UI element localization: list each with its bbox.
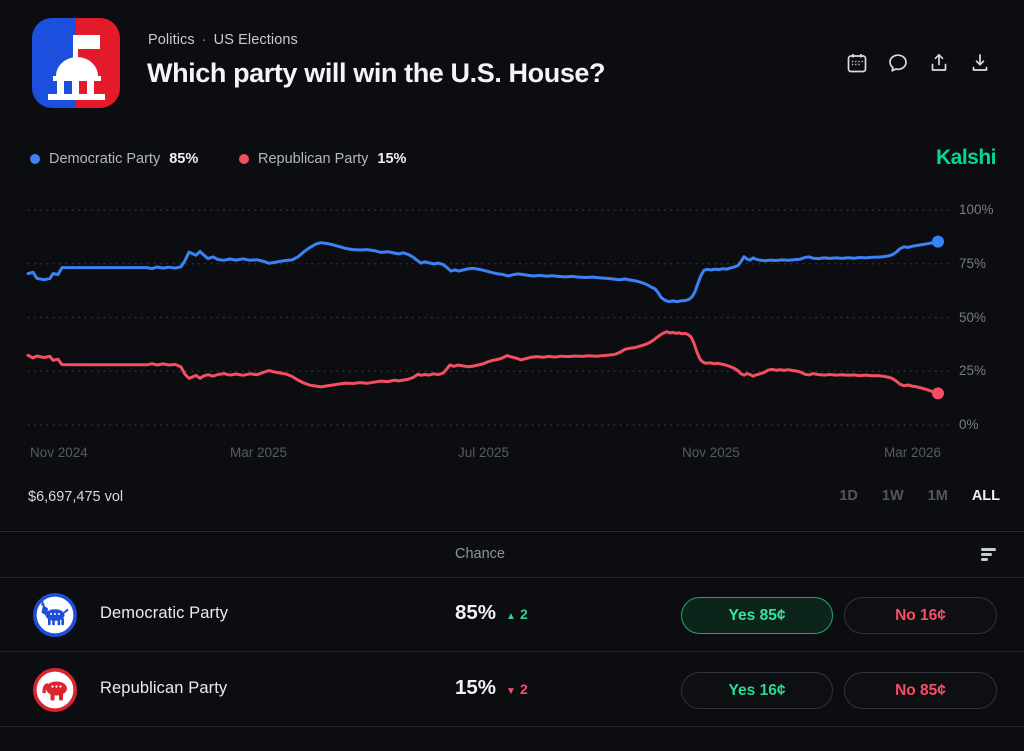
legend-item-republican: Republican Party 15% <box>239 151 406 167</box>
time-range-selector: 1D 1W 1M ALL <box>839 488 1000 504</box>
market-name: Democratic Party <box>100 604 229 622</box>
republican-elephant-icon <box>32 667 78 713</box>
republican-dot-icon <box>239 154 249 164</box>
page-title: Which party will win the U.S. House? <box>147 58 606 88</box>
y-axis-tick: 0% <box>959 417 979 432</box>
legend-item-democratic: Democratic Party 85% <box>30 151 198 167</box>
legend-label: Republican Party <box>258 151 369 167</box>
chance-value: 15% <box>455 676 497 699</box>
chance-delta-up: ▲ 2 <box>506 606 528 622</box>
y-axis-tick: 25% <box>959 363 987 379</box>
market-logo-capitol-icon <box>32 18 120 108</box>
y-axis-tick: 50% <box>959 309 987 325</box>
no-button[interactable]: No 16¢ <box>844 597 997 634</box>
chart-canvas <box>26 209 951 426</box>
market-name: Republican Party <box>100 679 228 697</box>
legend-label: Democratic Party <box>49 151 161 167</box>
range-1w-button[interactable]: 1W <box>881 488 904 504</box>
x-axis-tick: Jul 2025 <box>458 445 510 460</box>
table-row-republican: Republican Party 15% ▼ 2 Yes 16¢ No 85¢ <box>0 653 1024 727</box>
yes-button[interactable]: Yes 85¢ <box>681 597 833 634</box>
triangle-down-icon: ▼ <box>506 686 516 697</box>
delta-value: 2 <box>519 606 528 622</box>
legend-value: 85% <box>169 151 199 167</box>
table-row-democratic: Democratic Party 85% ▲ 2 Yes 85¢ No 16¢ <box>0 578 1024 652</box>
x-axis-tick: Mar 2025 <box>230 445 288 460</box>
volume-label: $6,697,475 vol <box>28 489 124 505</box>
chance-cell: 85% ▲ 2 <box>455 601 528 625</box>
price-chart[interactable]: 100% 75% 50% 25% 0% Nov 2024 Mar 2025 Jul 2025… <box>0 192 1024 482</box>
democratic-dot-icon <box>30 154 40 164</box>
range-1d-button[interactable]: 1D <box>839 488 858 504</box>
triangle-up-icon: ▲ <box>506 611 516 622</box>
comment-icon[interactable] <box>886 51 910 75</box>
delta-value: 2 <box>519 681 528 697</box>
chance-column-header: Chance <box>455 546 505 562</box>
legend-value: 15% <box>377 151 407 167</box>
range-all-button[interactable]: ALL <box>971 488 1000 504</box>
download-icon[interactable] <box>968 51 992 75</box>
breadcrumb-politics[interactable]: Politics <box>148 32 195 48</box>
chance-cell: 15% ▼ 2 <box>455 676 528 700</box>
kalshi-logo: Kalshi <box>935 146 997 169</box>
share-icon[interactable] <box>927 51 951 75</box>
y-axis-tick: 100% <box>959 202 994 217</box>
table-header: Chance <box>0 531 1024 578</box>
x-axis-tick: Nov 2024 <box>30 445 88 460</box>
breadcrumb-us-elections[interactable]: US Elections <box>213 32 298 48</box>
breadcrumb: Politics · US Elections <box>148 32 298 48</box>
sort-icon[interactable] <box>981 548 997 562</box>
x-axis-tick: Nov 2025 <box>682 445 740 460</box>
chance-delta-down: ▼ 2 <box>506 681 528 697</box>
democrat-donkey-icon <box>32 592 78 638</box>
y-axis-tick: 75% <box>959 255 987 271</box>
series-end-dot <box>932 235 944 248</box>
yes-button[interactable]: Yes 16¢ <box>681 672 833 709</box>
series-end-dot <box>932 387 944 400</box>
no-button[interactable]: No 85¢ <box>844 672 997 709</box>
x-axis-tick: Mar 2026 <box>884 445 942 460</box>
series-line <box>26 240 940 304</box>
chance-value: 85% <box>455 601 497 624</box>
capitol-building-icon <box>48 35 105 100</box>
calendar-icon[interactable] <box>845 51 869 75</box>
series-line <box>26 330 940 395</box>
range-1m-button[interactable]: 1M <box>927 488 948 504</box>
breadcrumb-separator: · <box>201 32 207 48</box>
